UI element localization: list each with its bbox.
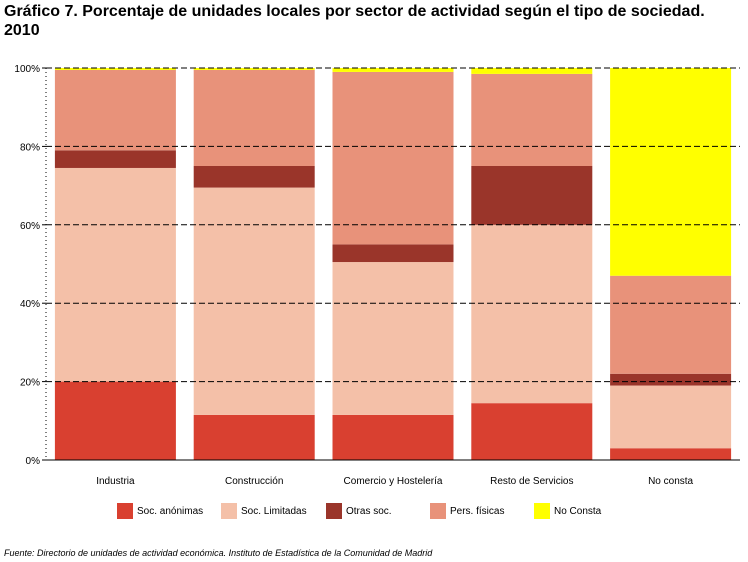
category-label: Resto de Servicios	[490, 476, 573, 487]
legend-item: No Consta	[534, 503, 601, 519]
bar-segment	[332, 244, 454, 263]
category-label: Industria	[96, 476, 135, 487]
bar-segment	[193, 414, 315, 460]
legend-swatch	[534, 503, 550, 519]
bar-segment	[193, 187, 315, 415]
source-note: Fuente: Directorio de unidades de activi…	[4, 548, 433, 558]
bar-segment	[610, 448, 732, 460]
y-tick-label: 20%	[20, 378, 40, 389]
bar-segment	[332, 71, 454, 245]
bar-segment	[471, 73, 593, 166]
bar-segment	[54, 69, 176, 151]
y-tick-label: 80%	[20, 142, 40, 153]
legend-label: Soc. anónimas	[137, 505, 204, 517]
bar-segment	[610, 373, 732, 386]
legend-item: Soc. Limitadas	[221, 503, 307, 519]
bar-segment	[332, 414, 454, 460]
bar-segment	[193, 68, 315, 70]
bar-segment	[332, 68, 454, 72]
legend-label: Soc. Limitadas	[241, 505, 307, 517]
y-tick-label: 40%	[20, 299, 40, 310]
bar-segment	[471, 224, 593, 404]
bar-segment	[471, 166, 593, 225]
legend-item: Otras soc.	[326, 503, 392, 519]
bar-segment	[471, 403, 593, 460]
bar-segment	[193, 166, 315, 188]
bar-segment	[54, 167, 176, 382]
legend-item: Soc. anónimas	[117, 503, 203, 519]
legend-swatch	[117, 503, 133, 519]
legend-label: Pers. físicas	[450, 505, 505, 517]
legend-item: Pers. físicas	[430, 503, 504, 519]
y-tick-label: 60%	[20, 221, 40, 232]
bar-segment	[193, 69, 315, 166]
legend-swatch	[430, 503, 446, 519]
y-tick-label: 100%	[14, 64, 40, 75]
bar-segment	[332, 262, 454, 415]
legend-swatch	[221, 503, 237, 519]
bar-segment	[54, 150, 176, 168]
y-tick-label: 0%	[26, 456, 41, 467]
category-label: Comercio y Hostelería	[344, 476, 443, 487]
legend-swatch	[326, 503, 342, 519]
chart-title: Gráfico 7. Porcentaje de unidades locale…	[4, 3, 705, 39]
bar-segment	[610, 68, 732, 276]
category-label: Construcción	[225, 476, 283, 487]
bar-segment	[54, 381, 176, 460]
bar-segment	[54, 68, 176, 70]
category-label: No consta	[648, 476, 693, 487]
legend-label: No Consta	[554, 505, 602, 517]
bar-segment	[471, 68, 593, 74]
bar-segment	[610, 275, 732, 374]
bar-segment	[610, 385, 732, 449]
legend-label: Otras soc.	[346, 505, 392, 517]
